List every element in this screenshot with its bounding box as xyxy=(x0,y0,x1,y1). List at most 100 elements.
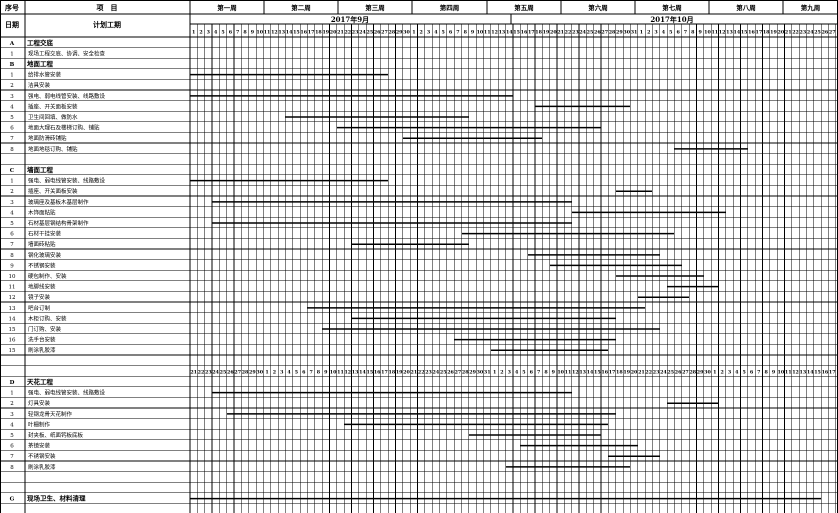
day-number: 25 xyxy=(366,30,373,36)
day-number: 6 xyxy=(229,30,233,36)
task-name: 封夹板、纸面钙板底板 xyxy=(28,431,84,439)
day-number: 11 xyxy=(565,369,572,375)
row-number: A xyxy=(9,41,15,47)
day-number: 8 xyxy=(317,369,321,375)
day-number: 23 xyxy=(572,30,579,36)
day-number: 15 xyxy=(741,30,748,36)
day-number: 12 xyxy=(792,369,799,375)
row-number: 1 xyxy=(10,391,14,397)
day-number: 2 xyxy=(273,369,276,375)
day-number: 9 xyxy=(698,30,702,36)
day-number: 20 xyxy=(330,30,337,36)
day-number: 29 xyxy=(396,30,403,36)
day-number: 25 xyxy=(587,30,594,36)
day-number: 6 xyxy=(530,369,534,375)
row-number: 2 xyxy=(10,83,14,89)
day-number: 4 xyxy=(287,369,291,375)
day-number: 4 xyxy=(662,30,666,36)
day-number: 5 xyxy=(295,369,298,375)
day-number: 27 xyxy=(601,30,608,36)
day-number: 2 xyxy=(199,30,202,36)
task-name: 地面地毯订购、铺贴 xyxy=(28,145,78,153)
day-number: 7 xyxy=(309,369,312,375)
day-number: 16 xyxy=(822,369,829,375)
row-number: 9 xyxy=(10,263,14,269)
day-number: 17 xyxy=(381,369,388,375)
row-number: 5 xyxy=(10,433,14,439)
week-label: 第五周 xyxy=(514,3,534,12)
task-name: 地面大理石及楼梯订购、铺贴 xyxy=(28,124,100,132)
day-number: 28 xyxy=(462,369,469,375)
task-name: 工程交底 xyxy=(27,38,54,47)
day-number: 17 xyxy=(609,369,616,375)
day-number: 18 xyxy=(535,30,542,36)
task-name: 插座、开关面板安装 xyxy=(28,187,78,195)
day-number: 18 xyxy=(616,369,623,375)
row-number: 7 xyxy=(10,454,14,460)
day-number: 29 xyxy=(249,369,256,375)
day-number: 8 xyxy=(765,369,769,375)
day-number: 11 xyxy=(785,369,792,375)
day-number: 24 xyxy=(579,30,586,36)
day-number: 6 xyxy=(449,30,453,36)
task-name: 强电、弱电线管安装、线路敷设 xyxy=(28,389,106,397)
day-number: 24 xyxy=(212,369,219,375)
row-number: 6 xyxy=(10,232,14,238)
day-number: 27 xyxy=(682,369,689,375)
task-name: 墙面工程 xyxy=(27,165,54,174)
day-number: 14 xyxy=(506,30,513,36)
week-label: 第二周 xyxy=(291,3,311,12)
task-name: 刷涂乳胶漆 xyxy=(28,346,56,354)
day-number: 10 xyxy=(778,369,785,375)
day-number: 5 xyxy=(221,30,224,36)
row-number: 6 xyxy=(10,444,14,450)
day-number: 1 xyxy=(713,369,716,375)
row-number: 5 xyxy=(10,221,14,227)
task-name: 洗手台安装 xyxy=(28,336,56,344)
row-number: 4 xyxy=(10,422,14,428)
row-number: 1 xyxy=(10,51,14,57)
task-name: 现场卫生、材料清理 xyxy=(27,494,86,503)
day-number: 21 xyxy=(411,369,418,375)
day-number: 27 xyxy=(381,30,388,36)
day-number: 22 xyxy=(565,30,572,36)
day-number: 9 xyxy=(251,30,255,36)
day-number: 13 xyxy=(278,30,285,36)
day-number: 30 xyxy=(704,369,711,375)
day-number: 14 xyxy=(733,30,740,36)
day-number: 21 xyxy=(638,369,645,375)
row-number: 3 xyxy=(10,200,14,206)
day-number: 12 xyxy=(719,30,726,36)
day-number: 10 xyxy=(704,30,711,36)
day-number: 26 xyxy=(447,369,454,375)
day-number: 12 xyxy=(572,369,579,375)
row-number: 1 xyxy=(10,73,14,79)
day-number: 13 xyxy=(726,30,733,36)
day-number: 15 xyxy=(513,30,520,36)
task-name: 茶镜安装 xyxy=(28,442,51,450)
day-number: 2 xyxy=(647,30,650,36)
day-number: 5 xyxy=(522,369,525,375)
day-number: 19 xyxy=(396,369,403,375)
week-label: 第七周 xyxy=(662,3,682,12)
day-number: 9 xyxy=(552,369,556,375)
day-number: 21 xyxy=(337,30,344,36)
day-number: 3 xyxy=(728,369,732,375)
day-number: 25 xyxy=(220,369,227,375)
task-name: 石材基层钢结构骨架制作 xyxy=(28,219,89,227)
day-number: 2 xyxy=(420,30,423,36)
task-name: 强电、弱电线管安装、线路敷设 xyxy=(28,92,106,100)
day-number: 15 xyxy=(814,369,821,375)
row-number: 2 xyxy=(10,189,14,195)
day-number: 3 xyxy=(654,30,658,36)
task-name: 不锈钢安装 xyxy=(28,261,56,269)
day-number: 29 xyxy=(697,369,704,375)
day-number: 20 xyxy=(550,30,557,36)
day-number: 17 xyxy=(308,30,315,36)
row-number: 10 xyxy=(9,274,16,280)
day-number: 23 xyxy=(653,369,660,375)
day-number: 31 xyxy=(631,30,638,36)
task-name: 镜子安装 xyxy=(28,293,51,301)
